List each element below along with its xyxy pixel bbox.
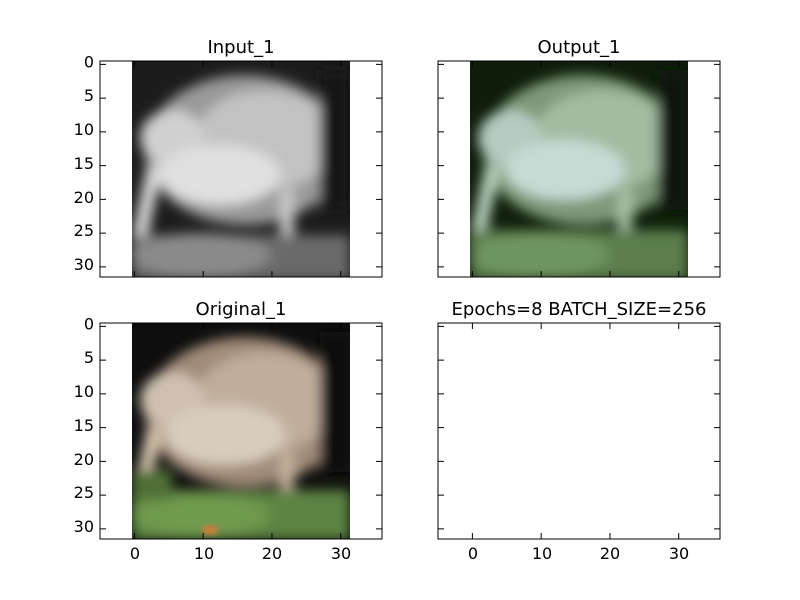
yticks-original: 0 5 10 15 20 25 30: [74, 314, 94, 536]
xtick-label-info-0: 0: [468, 544, 478, 563]
svg-text:10: 10: [74, 382, 94, 401]
ytick-label-original-30: 30: [74, 517, 94, 536]
ytick-label-input-5: 5: [84, 86, 94, 105]
ytick-label-input-10: 10: [74, 120, 94, 139]
svg-text:5: 5: [84, 348, 94, 367]
xtick-label-info-30: 30: [669, 544, 689, 563]
xtick-label-original-30: 30: [331, 544, 351, 563]
axes-frame-original: [99, 322, 383, 540]
ytick-label-original-0: 0: [84, 314, 94, 333]
panel-info: Epochs=8 BATCH_SIZE=256 0 10 20 30: [437, 299, 721, 563]
svg-text:10: 10: [532, 544, 552, 563]
ytick-label-original-15: 15: [74, 416, 94, 435]
svg-text:30: 30: [74, 517, 94, 536]
svg-text:10: 10: [194, 544, 214, 563]
panel-output: Output_1: [437, 37, 721, 278]
svg-text:0: 0: [130, 544, 140, 563]
tick-marks: [100, 61, 720, 539]
axes-frame-input: [99, 60, 383, 278]
svg-text:15: 15: [74, 154, 94, 173]
ytick-label-input-0: 0: [84, 52, 94, 71]
svg-text:30: 30: [669, 544, 689, 563]
svg-text:30: 30: [331, 544, 351, 563]
ytick-label-input-25: 25: [74, 221, 94, 240]
svg-text:5: 5: [84, 86, 94, 105]
panel-title-output: Output_1: [538, 37, 621, 58]
xtick-label-original-20: 20: [262, 544, 282, 563]
svg-text:20: 20: [262, 544, 282, 563]
xtick-label-info-10: 10: [532, 544, 552, 563]
output-image: [470, 61, 688, 277]
ytick-label-input-30: 30: [74, 255, 94, 274]
ytick-label-original-5: 5: [84, 348, 94, 367]
xtick-label-info-20: 20: [600, 544, 620, 563]
panel-title-original: Original_1: [196, 299, 287, 320]
xtick-label-original-10: 10: [194, 544, 214, 563]
svg-text:20: 20: [600, 544, 620, 563]
ytick-label-input-15: 15: [74, 154, 94, 173]
ytick-label-original-20: 20: [74, 450, 94, 469]
svg-text:10: 10: [74, 120, 94, 139]
svg-text:20: 20: [74, 188, 94, 207]
panel-original: Original_1 0 5 10 15: [74, 299, 383, 563]
svg-text:0: 0: [84, 314, 94, 333]
svg-text:0: 0: [84, 52, 94, 71]
input-image: [132, 61, 350, 277]
ytick-label-input-20: 20: [74, 188, 94, 207]
xticks-info: 0 10 20 30: [468, 544, 689, 563]
ytick-label-original-10: 10: [74, 382, 94, 401]
svg-text:25: 25: [74, 221, 94, 240]
xticks-original: 0 10 20 30: [130, 544, 351, 563]
svg-text:25: 25: [74, 483, 94, 502]
panel-input: Input_1 0 5 10 15 20 25 30: [74, 37, 383, 278]
svg-text:0: 0: [468, 544, 478, 563]
ytick-label-original-25: 25: [74, 483, 94, 502]
svg-text:30: 30: [74, 255, 94, 274]
panel-title-input: Input_1: [207, 37, 274, 58]
original-image: [132, 323, 350, 539]
xtick-label-original-0: 0: [130, 544, 140, 563]
svg-text:20: 20: [74, 450, 94, 469]
svg-text:15: 15: [74, 416, 94, 435]
axes-frame-info: [437, 322, 721, 540]
axes-frame-output: [437, 60, 721, 278]
yticks-input: 0 5 10 15 20 25 30: [74, 52, 94, 274]
panel-title-info: Epochs=8 BATCH_SIZE=256: [452, 299, 707, 320]
